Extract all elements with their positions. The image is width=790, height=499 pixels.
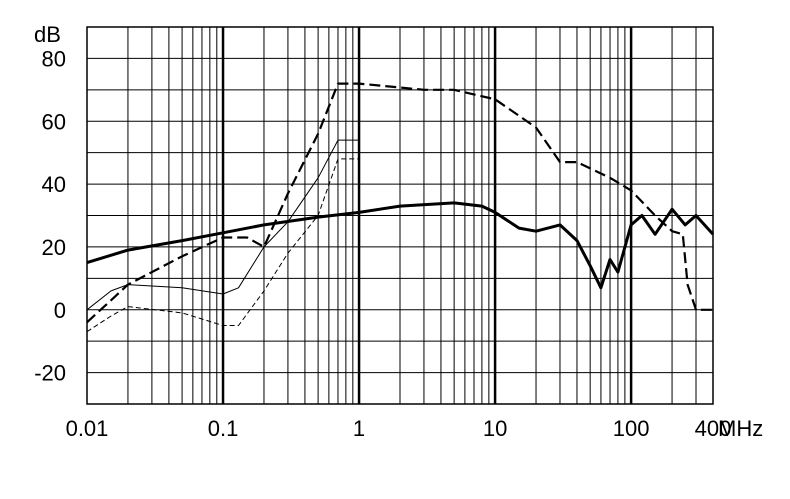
y-tick-label: 80: [42, 46, 66, 71]
y-tick-label: 20: [42, 235, 66, 260]
chart-series: [86, 82, 715, 333]
chart-grid: [87, 27, 713, 404]
x-tick-label: 10: [483, 416, 507, 441]
y-tick-labels: -20 0 20 40 60 80: [34, 46, 66, 385]
y-tick-label: 60: [42, 109, 66, 134]
x-tick-label: 100: [613, 416, 650, 441]
y-tick-label: 0: [54, 298, 66, 323]
series-line-4: [86, 158, 360, 333]
y-tick-label: 40: [42, 172, 66, 197]
y-axis-unit: dB: [34, 22, 61, 47]
series-line-2: [86, 82, 713, 324]
x-tick-label: 0.01: [66, 416, 109, 441]
plot-frame: [86, 26, 714, 405]
y-tick-label: -20: [34, 361, 66, 386]
x-tick-label: 0.1: [208, 416, 239, 441]
x-tick-labels: 0.01 0.1 1 10 100 400: [66, 416, 732, 441]
series-line-1: [86, 201, 715, 290]
x-tick-label: 1: [353, 416, 365, 441]
series-line-3: [86, 139, 360, 311]
x-axis-unit: MHz: [718, 416, 763, 441]
x-tick-label: 400: [695, 416, 732, 441]
